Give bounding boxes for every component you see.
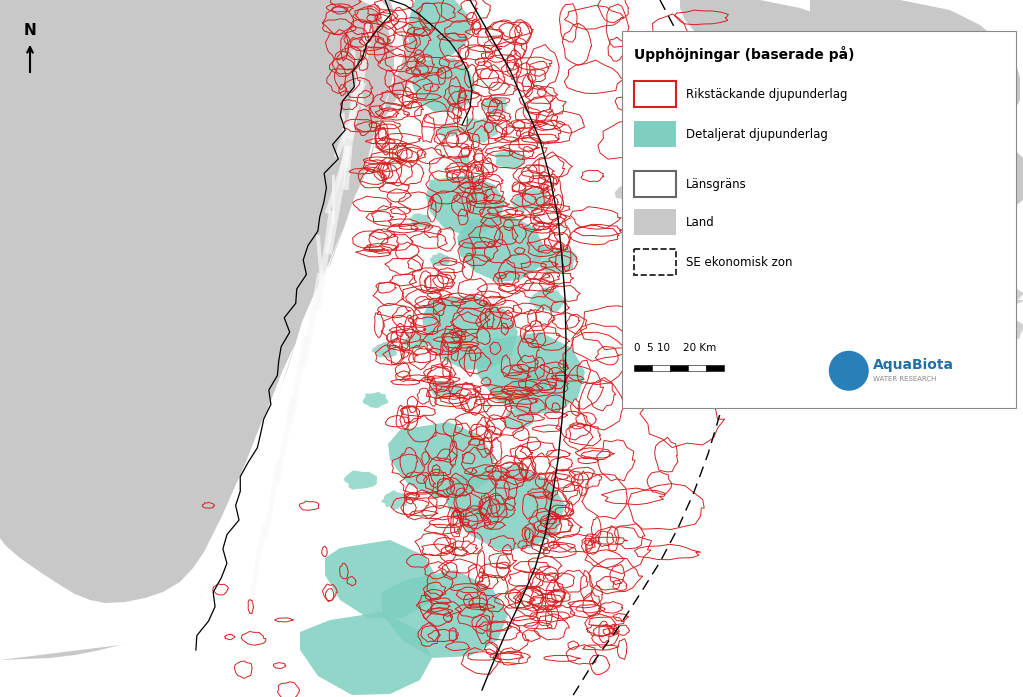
Polygon shape [0,0,420,697]
Polygon shape [428,380,462,399]
Polygon shape [0,0,405,660]
Text: N: N [24,23,37,38]
Polygon shape [343,90,357,190]
Polygon shape [495,150,528,169]
Polygon shape [407,0,472,60]
Polygon shape [316,235,324,285]
Polygon shape [301,273,323,367]
Polygon shape [437,123,459,137]
Polygon shape [382,570,508,658]
Polygon shape [341,112,350,167]
Polygon shape [426,175,505,235]
Bar [622,31,1016,408]
Polygon shape [475,332,585,415]
Polygon shape [344,470,377,490]
Bar [634,82,676,107]
Polygon shape [763,144,836,176]
Polygon shape [501,410,535,430]
Text: Detaljerat djupunderlag: Detaljerat djupunderlag [686,128,828,141]
Polygon shape [510,189,548,212]
Polygon shape [263,460,281,539]
Polygon shape [275,398,295,482]
Text: Länsgräns: Länsgräns [686,178,747,191]
Polygon shape [445,465,565,550]
Bar [688,365,706,371]
Polygon shape [422,295,518,370]
Polygon shape [287,335,309,425]
Polygon shape [963,315,1023,345]
Polygon shape [660,66,742,105]
Polygon shape [475,498,509,523]
Polygon shape [810,0,1020,140]
Polygon shape [453,154,471,167]
Circle shape [829,351,869,391]
Bar [652,365,670,371]
Bar [634,121,676,147]
Polygon shape [412,58,475,112]
Text: Land: Land [686,216,715,229]
Polygon shape [459,232,484,249]
Polygon shape [409,213,431,228]
Polygon shape [680,0,855,88]
Polygon shape [457,215,545,282]
Polygon shape [403,330,433,349]
Polygon shape [430,252,450,267]
Polygon shape [923,265,995,294]
Polygon shape [822,178,922,223]
Polygon shape [508,367,548,394]
Bar [634,171,676,197]
Polygon shape [688,98,752,123]
Polygon shape [641,138,699,162]
Polygon shape [458,118,498,143]
Bar [706,365,724,371]
Polygon shape [615,174,690,205]
Polygon shape [315,210,335,310]
Polygon shape [931,279,1023,319]
Polygon shape [331,175,335,225]
Bar [634,365,652,371]
Polygon shape [300,612,432,695]
Polygon shape [249,523,267,597]
Bar [634,250,676,275]
Polygon shape [713,120,809,160]
Polygon shape [362,392,388,408]
Polygon shape [346,20,374,140]
Text: AquaBiota: AquaBiota [873,358,953,372]
Polygon shape [811,166,870,194]
Text: WATER RESEARCH: WATER RESEARCH [873,376,936,382]
Polygon shape [715,49,768,71]
Polygon shape [333,82,366,158]
Polygon shape [351,50,365,110]
Bar [634,209,676,236]
Text: 0  5 10    20 Km: 0 5 10 20 Km [634,343,716,353]
Polygon shape [325,146,351,214]
Polygon shape [529,287,568,312]
Polygon shape [381,490,408,510]
Text: Rikstäckande djupunderlag: Rikstäckande djupunderlag [686,88,847,101]
Polygon shape [325,540,438,618]
Polygon shape [531,246,579,273]
Bar [670,365,688,371]
Polygon shape [388,422,495,498]
Polygon shape [880,125,1023,215]
Polygon shape [371,342,398,358]
Polygon shape [876,204,952,238]
Polygon shape [325,145,351,255]
Polygon shape [894,227,994,274]
Text: Upphöjningar (baserade på): Upphöjningar (baserade på) [634,47,854,62]
Text: SE ekonomisk zon: SE ekonomisk zon [686,256,793,269]
Polygon shape [481,96,509,114]
